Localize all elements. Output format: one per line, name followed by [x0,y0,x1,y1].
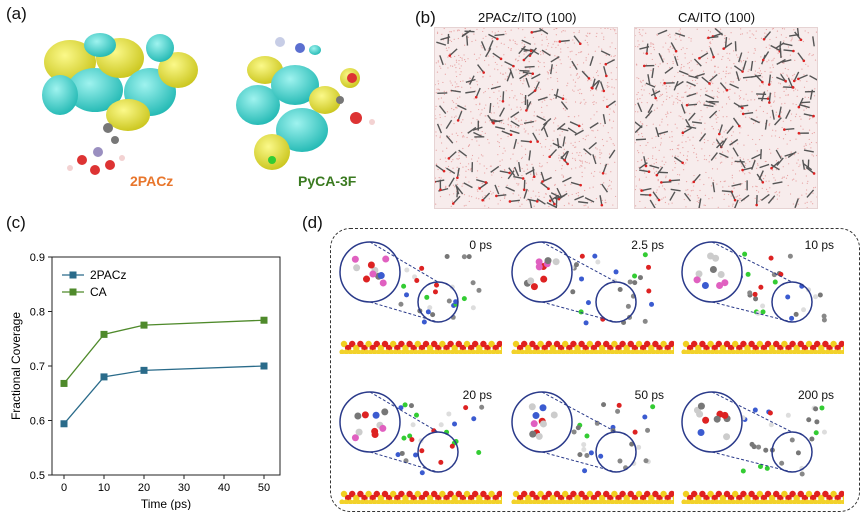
legend-marker [70,289,77,296]
series-line-ca [64,320,264,383]
snapshot-time-label: 10 ps [805,238,834,252]
snapshot-cell: 50 ps [510,382,670,502]
data-point-ca [101,331,108,338]
x-tick-label: 20 [138,482,150,494]
2pacz-orbital-lobes [42,33,198,131]
legend-label: 2PACz [90,268,126,282]
snapshot-cell: 20 ps [338,382,498,502]
data-point-2pacz [261,363,268,370]
series-line-2pacz [64,366,264,424]
snapshot-time-label: 200 ps [798,388,834,402]
molecule-label-pyca: PyCA-3F [298,173,357,189]
data-point-2pacz [101,373,108,380]
x-axis-label: Time (ps) [141,497,191,510]
snapshot-cell: 10 ps [680,232,840,352]
pyca-orbital-lobes [236,45,360,170]
data-point-ca [261,317,268,324]
x-tick-label: 0 [61,482,67,494]
legend-label: CA [90,285,107,299]
snapshot-time-label: 20 ps [463,388,492,402]
data-point-2pacz [61,420,68,427]
y-tick-label: 0.7 [30,361,45,373]
molecule-label-2pacz: 2PACz [130,173,173,189]
data-point-2pacz [141,367,148,374]
panel-b-label: (b) [415,8,436,28]
snapshot-cell: 200 ps [680,382,840,502]
md-molecules-ca [635,28,817,208]
plot-frame [52,257,280,475]
md-box-2pacz [434,27,618,209]
data-point-ca [61,380,68,387]
x-tick-label: 30 [178,482,190,494]
x-tick-label: 40 [218,482,230,494]
y-tick-label: 0.8 [30,307,45,319]
2pacz-atoms [67,123,125,175]
y-tick-label: 0.6 [30,416,45,428]
snapshot-cell: 0 ps [338,232,498,352]
panel-d-label: (d) [302,213,323,233]
panel-b-right-title: CA/ITO (100) [678,10,755,25]
orbital-illustrations: 2PACz PyCA-3F [0,0,410,205]
md-molecules-2pacz [435,28,617,208]
md-box-ca [634,27,818,209]
y-tick-label: 0.5 [30,470,45,482]
x-tick-label: 50 [258,482,270,494]
snapshot-time-label: 2.5 ps [631,238,664,252]
snapshot-cell: 2.5 ps [510,232,670,352]
snapshot-time-label: 50 ps [635,388,664,402]
snapshot-time-label: 0 ps [469,238,492,252]
y-tick-label: 0.9 [30,252,45,264]
y-axis-label: Fractional Coverage [9,312,23,420]
data-point-ca [141,322,148,329]
legend-marker [70,272,77,279]
panel-b-left-title: 2PACz/ITO (100) [478,10,577,25]
coverage-chart: 0 10 20 30 40 50 0.5 0.6 0.7 0.8 0.9 Time (ps) Fract… [0,210,290,510]
x-tick-label: 10 [98,482,110,494]
